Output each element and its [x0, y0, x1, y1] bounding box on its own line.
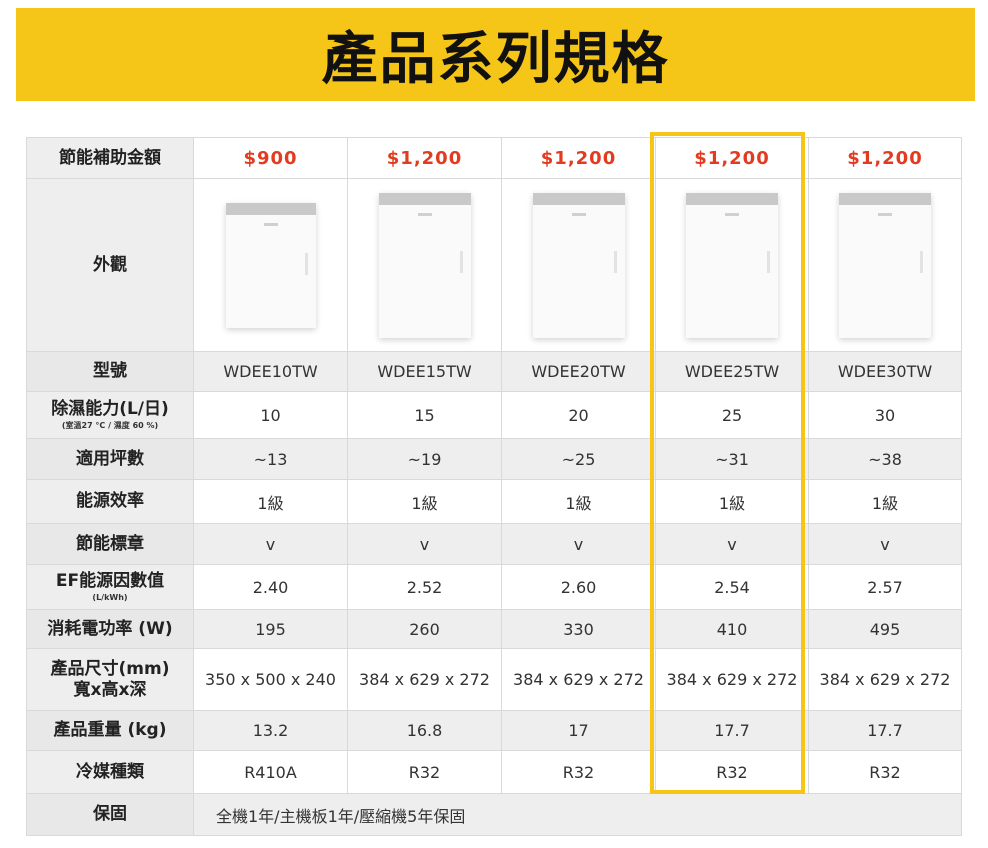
row-label-efficiency: 能源效率 — [26, 479, 194, 524]
model-cell: WDEE10TW — [193, 351, 348, 392]
refrigerant-cell: R32 — [655, 750, 809, 794]
refrigerant-cell: R410A — [193, 750, 348, 794]
row-label-warranty: 保固 — [26, 793, 194, 836]
ef-unit: (L/kWh) — [92, 593, 128, 603]
energy-label-cell: v — [655, 523, 809, 565]
title-banner: 產品系列規格 — [16, 8, 975, 101]
row-label-capacity: 除濕能力(L/日) (室溫27 °C / 濕度 60 %) — [26, 391, 194, 439]
model-cell: WDEE20TW — [501, 351, 656, 392]
capacity-cell: 25 — [655, 391, 809, 439]
row-label-weight: 產品重量 (kg) — [26, 710, 194, 751]
row-label-energy-label: 節能標章 — [26, 523, 194, 565]
price-value: $1,200 — [540, 147, 617, 169]
energy-label-cell: v — [193, 523, 348, 565]
energy-label-cell: v — [808, 523, 962, 565]
refrigerant-cell: R32 — [808, 750, 962, 794]
row-label-refrigerant: 冷媒種類 — [26, 750, 194, 794]
appearance-cell — [347, 178, 502, 352]
energy-label-cell: v — [501, 523, 656, 565]
size-cell: 350 x 500 x 240 — [193, 648, 348, 711]
appearance-cell — [655, 178, 809, 352]
size-cell: 384 x 629 x 272 — [347, 648, 502, 711]
area-cell: ~38 — [808, 438, 962, 480]
power-cell: 195 — [193, 609, 348, 649]
area-cell: ~31 — [655, 438, 809, 480]
capacity-cell: 30 — [808, 391, 962, 439]
row-label-model: 型號 — [26, 351, 194, 392]
weight-cell: 17 — [501, 710, 656, 751]
price-value: $1,200 — [847, 147, 923, 169]
warranty-cell: 全機1年/主機板1年/壓縮機5年保固 — [193, 793, 962, 836]
size-cell: 384 x 629 x 272 — [808, 648, 962, 711]
capacity-cell: 15 — [347, 391, 502, 439]
price-value: $900 — [243, 147, 298, 169]
capacity-note: (室溫27 °C / 濕度 60 %) — [61, 421, 159, 431]
weight-cell: 17.7 — [808, 710, 962, 751]
row-label-area: 適用坪數 — [26, 438, 194, 480]
price-cell: $900 — [193, 137, 348, 179]
price-value: $1,200 — [694, 147, 770, 169]
power-cell: 410 — [655, 609, 809, 649]
efficiency-cell: 1級 — [808, 479, 962, 524]
appearance-cell — [808, 178, 962, 352]
row-label-ef: EF能源因數值 (L/kWh) — [26, 564, 194, 610]
dehumidifier-image — [378, 192, 471, 338]
page-title: 產品系列規格 — [321, 27, 670, 92]
efficiency-cell: 1級 — [655, 479, 809, 524]
row-label-power: 消耗電功率 (W) — [26, 609, 194, 649]
dehumidifier-image — [225, 202, 316, 328]
price-cell: $1,200 — [808, 137, 962, 179]
size-label-line1: 產品尺寸(mm) — [50, 659, 170, 680]
ef-cell: 2.40 — [193, 564, 348, 610]
area-cell: ~19 — [347, 438, 502, 480]
energy-label-cell: v — [347, 523, 502, 565]
row-label-size: 產品尺寸(mm) 寬x高x深 — [26, 648, 194, 711]
size-label-line2: 寬x高x深 — [73, 679, 147, 700]
power-cell: 495 — [808, 609, 962, 649]
ef-cell: 2.54 — [655, 564, 809, 610]
efficiency-cell: 1級 — [347, 479, 502, 524]
model-cell: WDEE25TW — [655, 351, 809, 392]
ef-cell: 2.57 — [808, 564, 962, 610]
weight-cell: 16.8 — [347, 710, 502, 751]
refrigerant-cell: R32 — [347, 750, 502, 794]
price-value: $1,200 — [386, 147, 463, 169]
refrigerant-cell: R32 — [501, 750, 656, 794]
size-cell: 384 x 629 x 272 — [655, 648, 809, 711]
ef-cell: 2.52 — [347, 564, 502, 610]
capacity-label: 除濕能力(L/日) — [51, 399, 169, 419]
appearance-cell — [501, 178, 656, 352]
price-cell: $1,200 — [655, 137, 809, 179]
dehumidifier-image — [686, 192, 778, 338]
weight-cell: 17.7 — [655, 710, 809, 751]
model-cell: WDEE30TW — [808, 351, 962, 392]
dehumidifier-image — [839, 192, 931, 338]
size-cell: 384 x 629 x 272 — [501, 648, 656, 711]
model-cell: WDEE15TW — [347, 351, 502, 392]
area-cell: ~25 — [501, 438, 656, 480]
row-label-subsidy: 節能補助金額 — [26, 137, 194, 179]
spec-table: 節能補助金額 $900 $1,200 $1,200 $1,200 $1,200 … — [26, 137, 962, 836]
row-label-appearance: 外觀 — [26, 178, 194, 352]
ef-cell: 2.60 — [501, 564, 656, 610]
capacity-cell: 10 — [193, 391, 348, 439]
price-cell: $1,200 — [347, 137, 502, 179]
dehumidifier-image — [532, 192, 625, 338]
area-cell: ~13 — [193, 438, 348, 480]
efficiency-cell: 1級 — [501, 479, 656, 524]
power-cell: 330 — [501, 609, 656, 649]
appearance-cell — [193, 178, 348, 352]
price-cell: $1,200 — [501, 137, 656, 179]
efficiency-cell: 1級 — [193, 479, 348, 524]
capacity-cell: 20 — [501, 391, 656, 439]
power-cell: 260 — [347, 609, 502, 649]
ef-label: EF能源因數值 — [55, 571, 165, 591]
weight-cell: 13.2 — [193, 710, 348, 751]
